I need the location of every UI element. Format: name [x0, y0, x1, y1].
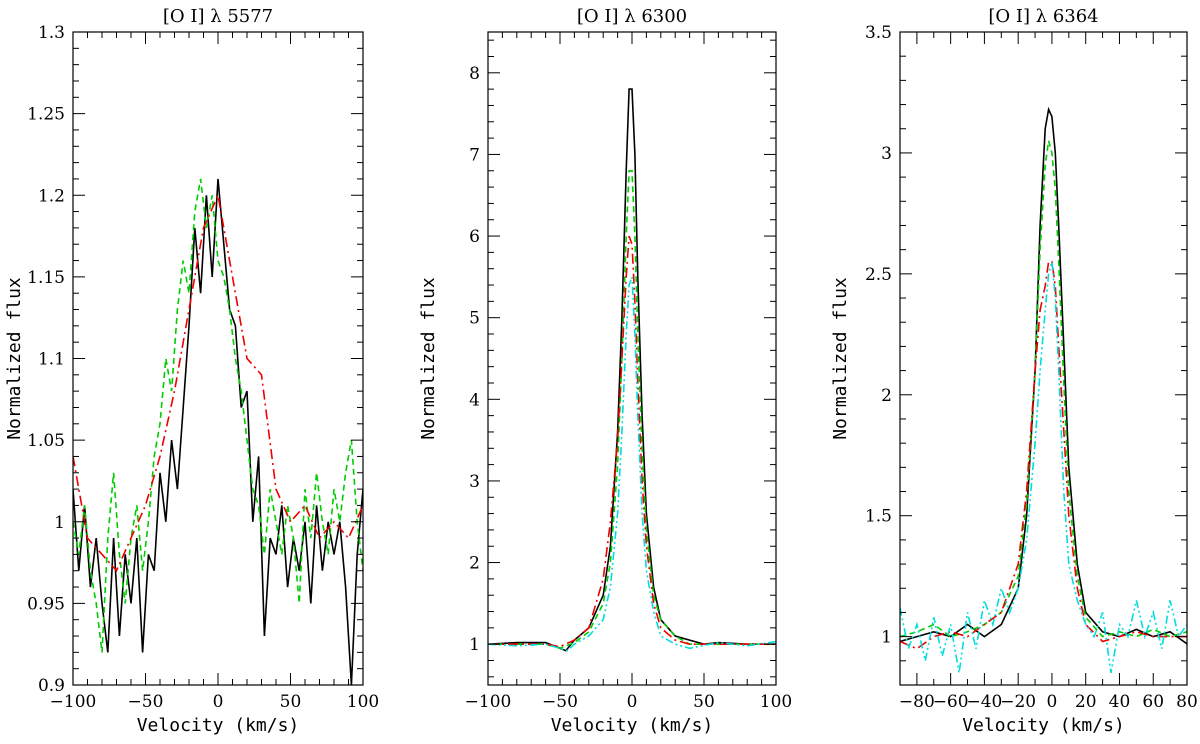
- x-tick-label: −20: [1000, 692, 1036, 712]
- y-tick-label: 3: [469, 472, 480, 492]
- x-tick-label: −50: [128, 692, 164, 712]
- series-line-green: [73, 178, 363, 653]
- plot-frame: [487, 31, 777, 686]
- x-tick-label: −50: [542, 692, 578, 712]
- y-tick-label: 1.2: [38, 186, 65, 206]
- series-line-cyan: [900, 261, 1187, 674]
- series-line-red: [73, 192, 363, 573]
- y-tick-label: 0.95: [27, 594, 65, 614]
- panel-6364: −80−60−40−20 0 20 40 60 80 1 1.5 2 2.5 3 3.5 [O I] λ…: [830, 6, 1198, 736]
- x-tick-label: −100: [50, 692, 97, 712]
- y-tick-label: 4: [469, 390, 480, 410]
- y-tick-label: 5: [469, 309, 480, 329]
- y-axis-label: Normalized flux: [830, 277, 851, 440]
- x-tick-label: 20: [1075, 692, 1097, 712]
- y-tick-label: 8: [469, 64, 480, 84]
- y-tick-label: 1.15: [27, 268, 65, 288]
- y-tick-label: 2.5: [865, 265, 892, 285]
- series-line-black: [900, 106, 1187, 645]
- x-tick-label: −100: [465, 692, 512, 712]
- x-tick-label: −60: [933, 692, 969, 712]
- x-axis-label: Velocity (km/s): [551, 715, 714, 736]
- y-tick-label: 1.1: [38, 350, 65, 370]
- x-tick-label: 0: [627, 692, 638, 712]
- x-tick-label: −80: [899, 692, 935, 712]
- plot-frame: [899, 31, 1188, 686]
- series-line-black: [73, 178, 363, 685]
- series-group: [488, 88, 776, 652]
- y-tick-label: 7: [469, 145, 480, 165]
- x-axis-label: Velocity (km/s): [137, 715, 300, 736]
- y-tick-label: 1: [881, 628, 892, 648]
- x-axis-label: Velocity (km/s): [962, 715, 1125, 736]
- x-tick-label: 100: [347, 692, 379, 712]
- y-tick-label: 1.25: [27, 105, 65, 125]
- series-line-cyan: [488, 276, 776, 652]
- x-tick-label: 50: [280, 692, 302, 712]
- y-tick-label: 1: [469, 635, 480, 655]
- y-tick-label: 6: [469, 227, 480, 247]
- x-tick-label: 100: [760, 692, 792, 712]
- panel-5577: −100 −50 0 50 100 0.9 0.95 1 1.05 1.1 1.15 1.2 1.25 1…: [4, 6, 379, 736]
- panel-title: [O I] λ 6364: [988, 6, 1098, 27]
- y-tick-label: 1.05: [27, 431, 65, 451]
- y-tick-label: 3.5: [865, 23, 892, 43]
- y-tick-label: 2: [469, 554, 480, 574]
- y-tick-label: 3: [881, 144, 892, 164]
- panel-6300: −100 −50 0 50 100 1 2 3 4 5 6 7 8 [O I] λ 6300 Velocit…: [418, 6, 792, 736]
- y-tick-label: 1.5: [865, 507, 892, 527]
- y-tick-label: 2: [881, 386, 892, 406]
- x-tick-label: −40: [966, 692, 1002, 712]
- series-line-green: [900, 140, 1187, 638]
- x-tick-label: 0: [1047, 692, 1058, 712]
- x-tick-label: 50: [693, 692, 715, 712]
- x-tick-label: 40: [1109, 692, 1131, 712]
- x-tick-label: 0: [213, 692, 224, 712]
- y-tick-label: 0.9: [38, 676, 65, 696]
- series-line-green: [488, 170, 776, 650]
- series-group: [73, 178, 363, 685]
- x-tick-label: 60: [1142, 692, 1164, 712]
- x-tick-label: 80: [1176, 692, 1198, 712]
- series-line-red: [488, 235, 776, 648]
- panel-title: [O I] λ 5577: [163, 6, 273, 27]
- y-axis-label: Normalized flux: [418, 277, 439, 440]
- y-axis-label: Normalized flux: [4, 277, 25, 440]
- series-group: [900, 106, 1187, 674]
- series-line-black: [488, 88, 776, 652]
- series-line-red: [900, 261, 1187, 650]
- y-tick-label: 1: [54, 513, 65, 533]
- y-tick-label: 1.3: [38, 23, 65, 43]
- panel-title: [O I] λ 6300: [577, 6, 687, 27]
